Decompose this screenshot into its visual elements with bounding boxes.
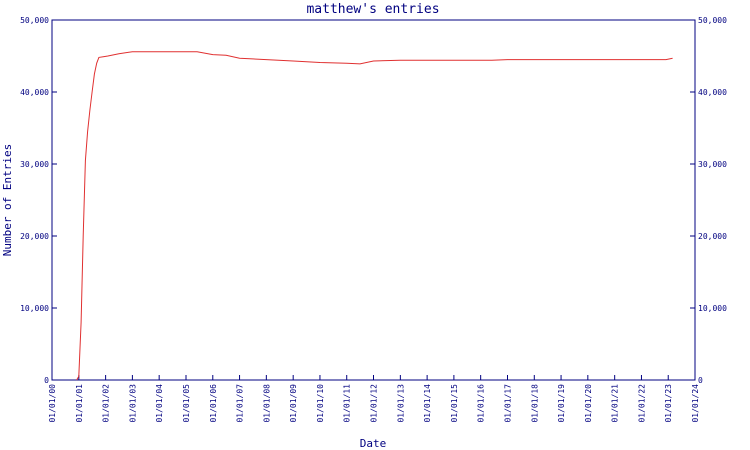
x-tick-label: 01/01/13 [396,384,405,423]
y-tick-label-right: 10,000 [698,304,727,313]
y-axis-label: Number of Entries [1,144,14,257]
x-tick-label: 01/01/12 [370,384,379,423]
x-tick-label: 01/01/08 [262,384,271,423]
x-tick-label: 01/01/23 [664,384,673,423]
x-tick-label: 01/01/00 [48,384,57,423]
y-tick-label-left: 20,000 [20,232,49,241]
x-tick-label: 01/01/22 [637,384,646,423]
x-tick-label: 01/01/07 [236,384,245,423]
x-tick-label: 01/01/04 [155,384,164,423]
x-tick-label: 01/01/05 [182,384,191,423]
x-tick-label: 01/01/06 [209,384,218,423]
x-tick-label: 01/01/15 [450,384,459,423]
series-line [76,51,673,381]
x-tick-label: 01/01/18 [530,384,539,423]
y-tick-label-right: 20,000 [698,232,727,241]
x-tick-label: 01/01/09 [289,384,298,423]
x-tick-label: 01/01/02 [102,384,111,423]
y-tick-label-right: 30,000 [698,160,727,169]
x-tick-label: 01/01/24 [691,384,700,423]
series-layer [76,51,673,381]
x-axis: 01/01/00 01/01/01 01/01/02 01/01/03 01/01/04… [48,375,700,423]
y-tick-label-left: 10,000 [20,304,49,313]
x-tick-label: 01/01/03 [128,384,137,423]
y-axis-right: 0 10,000 20,000 30,000 40,000 50,000 [690,16,727,385]
y-tick-label-right: 50,000 [698,16,727,25]
y-tick-label-right: 0 [698,376,703,385]
x-tick-label: 01/01/16 [477,384,486,423]
x-tick-label: 01/01/01 [75,384,84,423]
chart-title: matthew's entries [306,2,439,17]
x-tick-label: 01/01/17 [504,384,513,423]
y-tick-label-left: 0 [44,376,49,385]
x-tick-label: 01/01/20 [584,384,593,423]
y-axis-left: 0 10,000 20,000 30,000 40,000 50,000 [20,16,57,385]
x-tick-label: 01/01/21 [611,384,620,423]
x-tick-label: 01/01/14 [423,384,432,423]
y-tick-label-left: 40,000 [20,88,49,97]
x-tick-label: 01/01/19 [557,384,566,423]
x-tick-label: 01/01/10 [316,384,325,423]
y-tick-label-right: 40,000 [698,88,727,97]
y-tick-label-left: 50,000 [20,16,49,25]
plot-frame [51,19,696,381]
x-tick-label: 01/01/11 [343,384,352,423]
x-axis-label: Date [360,437,387,450]
y-tick-label-left: 30,000 [20,160,49,169]
